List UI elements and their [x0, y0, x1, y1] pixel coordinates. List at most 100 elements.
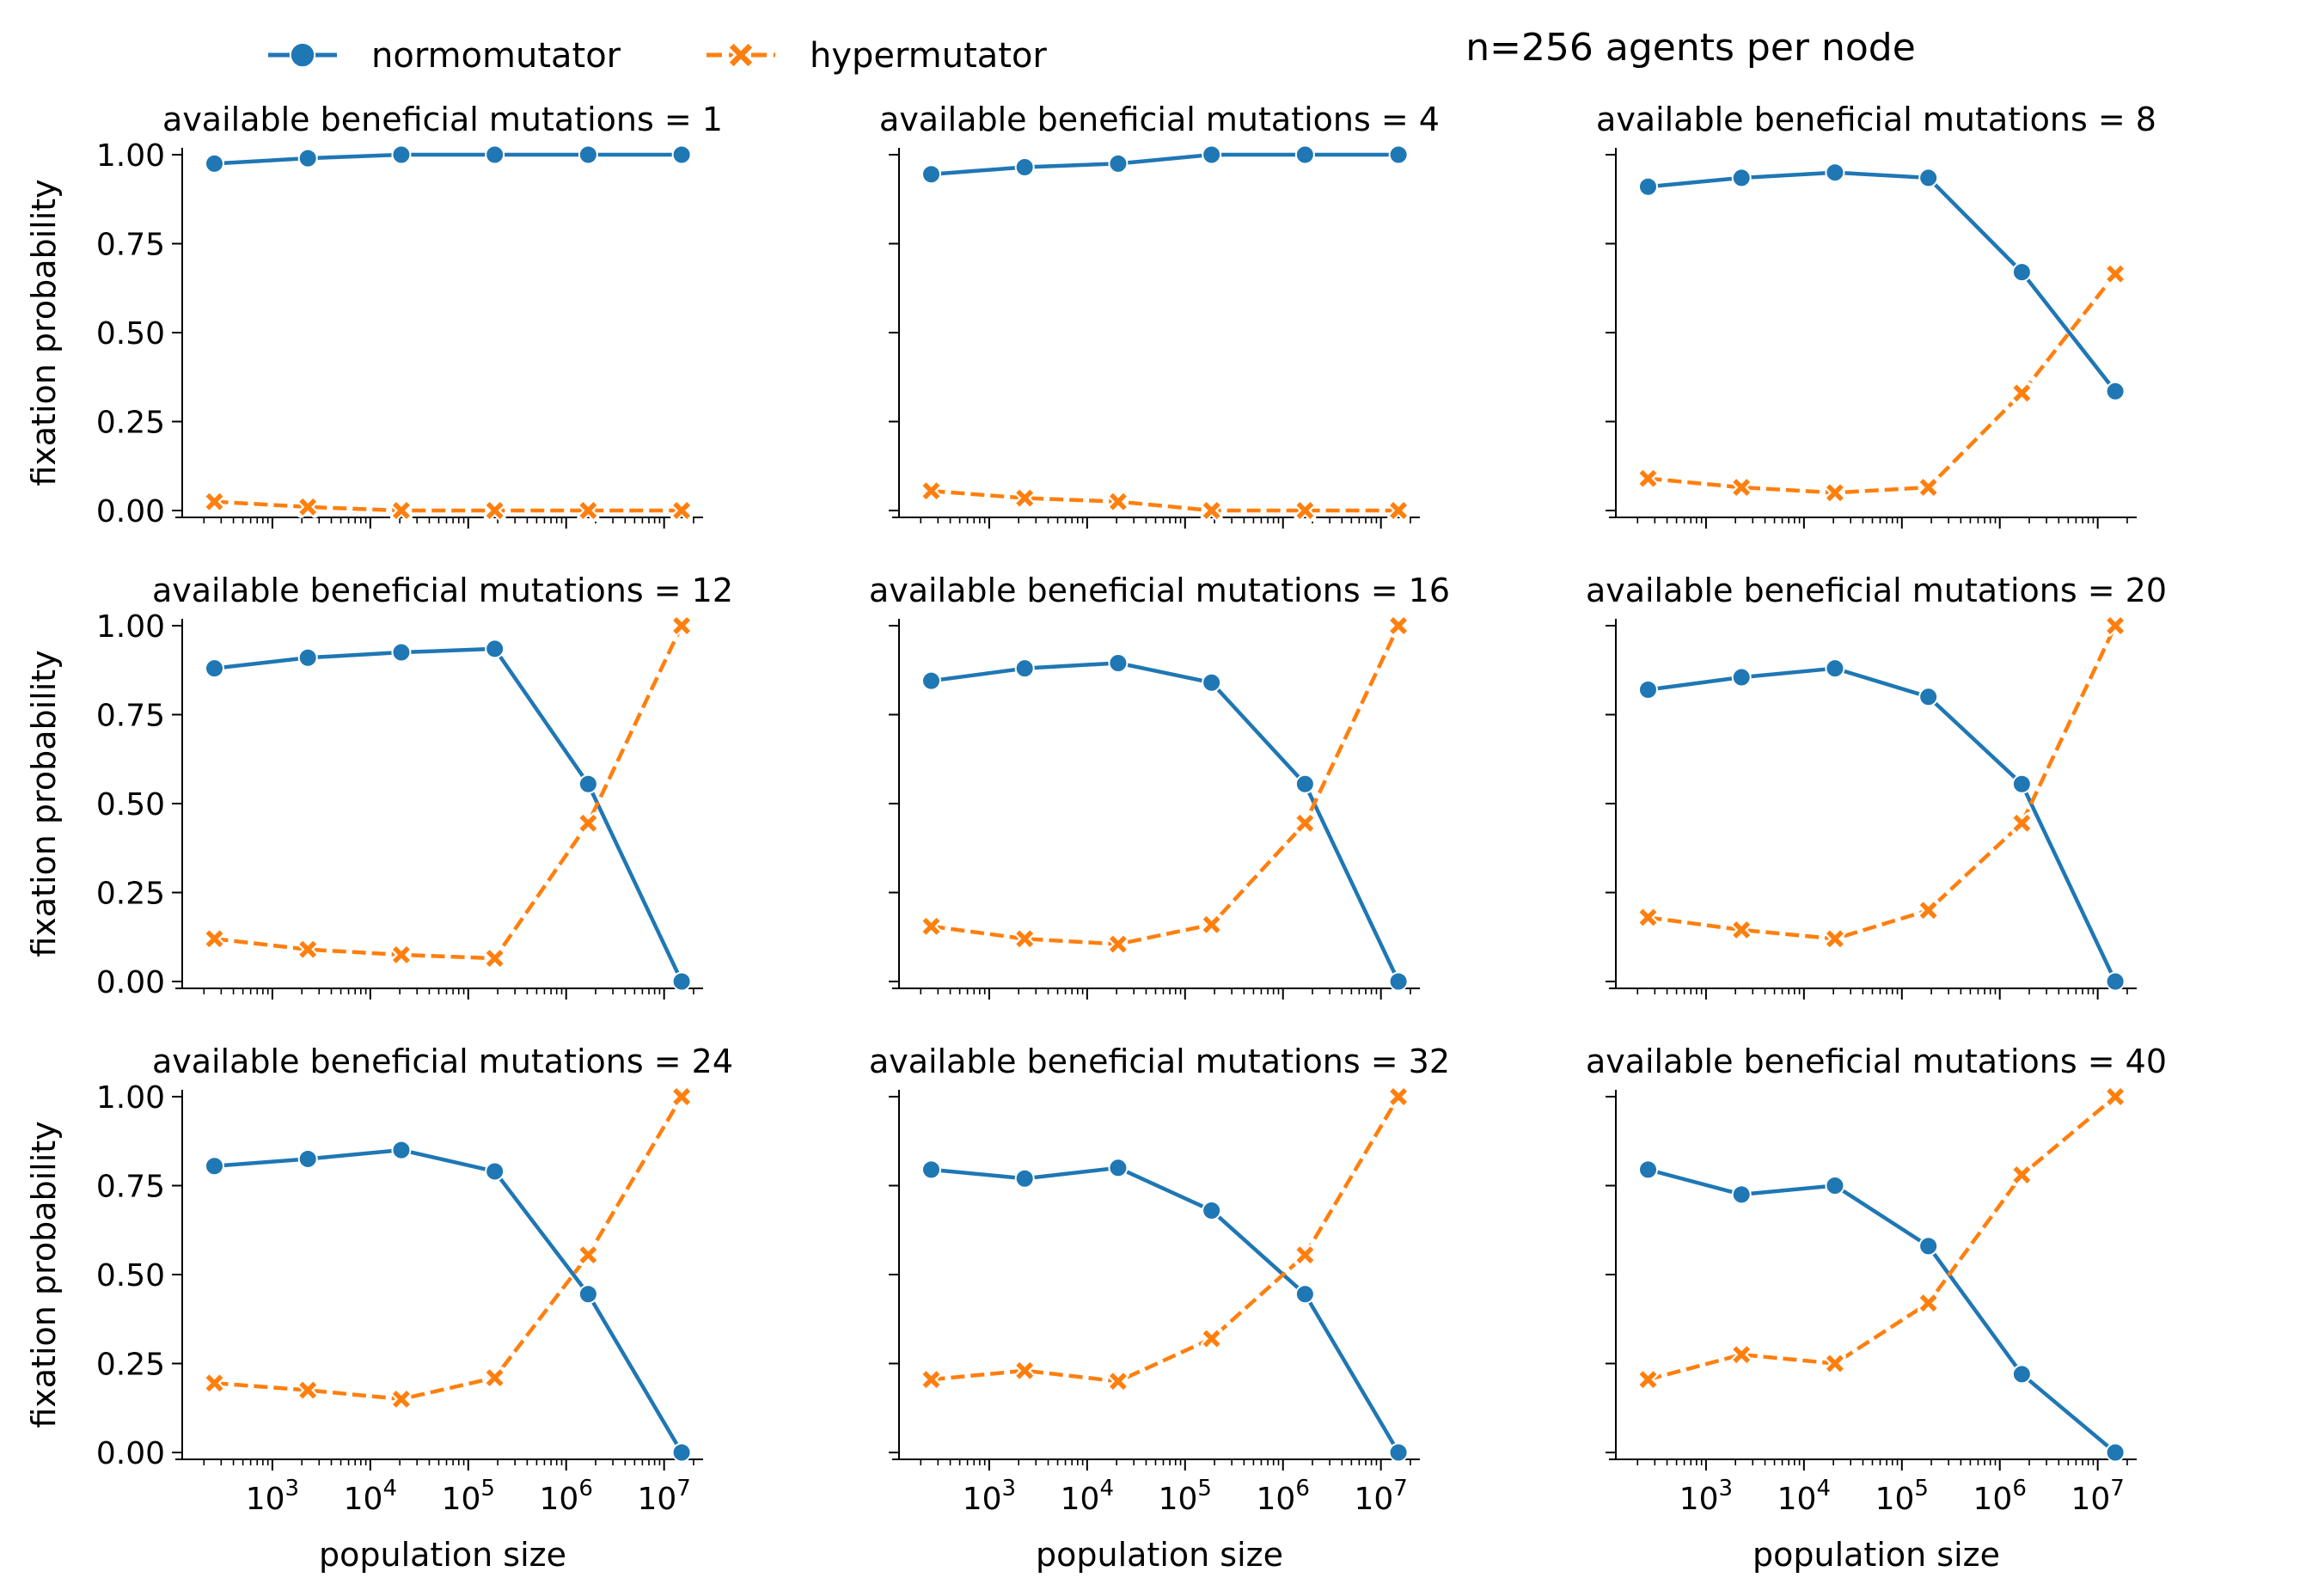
legend-marker [289, 41, 316, 69]
figure-title: n=256 agents per node [1465, 26, 1916, 70]
data-point-hypermutator [1919, 902, 1937, 920]
data-point-normomutator [671, 144, 692, 165]
chart-panel-1: available beneficial mutations = 1 0.00 0.… [25, 101, 723, 529]
series-line-normomutator [931, 152, 1399, 177]
data-point-normomutator [578, 144, 598, 165]
data-point-hypermutator [486, 1369, 504, 1387]
x-tick-label: 104 [344, 1476, 397, 1517]
data-point-hypermutator [1109, 935, 1127, 953]
chart-panel-5: available beneficial mutations = 16 [869, 572, 1450, 1000]
series-line-hypermutator [931, 488, 1399, 513]
legend: normomutator hypermutator [268, 36, 1047, 76]
series-normomutator [1637, 658, 2126, 992]
data-point-normomutator [204, 1156, 224, 1177]
x-tick-label: 103 [963, 1476, 1016, 1517]
data-point-hypermutator [1109, 492, 1127, 511]
data-point-normomutator [1388, 971, 1409, 992]
data-point-normomutator [485, 639, 505, 659]
y-tick-label: 0.25 [96, 406, 165, 441]
data-point-normomutator [1294, 774, 1315, 794]
data-point-normomutator [391, 144, 412, 165]
series-normomutator [921, 1158, 1409, 1463]
data-point-hypermutator [1109, 1373, 1127, 1391]
chart-panel-8: available beneficial mutations = 32 103 10… [869, 1043, 1450, 1574]
data-point-normomutator [1918, 1236, 1939, 1257]
data-point-normomutator [2105, 381, 2126, 401]
data-point-normomutator [1108, 153, 1129, 174]
series-line-hypermutator [1648, 272, 2117, 495]
series-hypermutator [920, 615, 1410, 956]
legend-label: normomutator [371, 36, 621, 76]
data-point-hypermutator [1826, 1354, 1844, 1373]
data-point-hypermutator [1639, 1371, 1657, 1389]
data-point-hypermutator [1016, 1361, 1034, 1379]
data-point-hypermutator [205, 1374, 223, 1392]
series-line-hypermutator [1648, 625, 2118, 941]
data-point-normomutator [578, 1284, 598, 1305]
data-point-hypermutator [579, 1246, 597, 1264]
x-axis-label: population size [1753, 1536, 2000, 1574]
data-point-hypermutator [2013, 384, 2031, 402]
panel-title: available beneficial mutations = 12 [152, 572, 733, 609]
legend-item-normomutator: normomutator [268, 36, 621, 76]
x-tick-label: 104 [1777, 1476, 1831, 1517]
chart-panel-2: available beneficial mutations = 4 [879, 101, 1440, 529]
series-line-hypermutator [931, 625, 1401, 946]
data-point-normomutator [391, 642, 412, 663]
series-normomutator [921, 652, 1409, 992]
series-line-hypermutator [931, 1095, 1401, 1384]
data-point-normomutator [2105, 971, 2126, 992]
chart-panel-7: available beneficial mutations = 24 0.00 0… [25, 1043, 733, 1574]
series-hypermutator [1636, 615, 2127, 951]
data-point-normomutator [1731, 1184, 1752, 1205]
y-tick-label: 0.50 [96, 316, 165, 352]
data-point-normomutator [1825, 162, 1845, 183]
panel-title: available beneficial mutations = 8 [1596, 101, 2156, 138]
x-axis-label: population size [319, 1536, 566, 1574]
data-point-hypermutator [299, 1381, 317, 1399]
data-point-hypermutator [1390, 617, 1408, 634]
data-point-hypermutator [1016, 930, 1034, 948]
data-point-normomutator [1014, 1168, 1035, 1189]
data-point-normomutator [2105, 1442, 2126, 1463]
data-point-normomutator [485, 144, 505, 165]
data-point-hypermutator [1733, 1346, 1751, 1364]
y-tick-label: 1.00 [96, 138, 165, 174]
data-point-normomutator [297, 148, 318, 168]
data-point-normomutator [1388, 144, 1409, 165]
data-point-hypermutator [1919, 479, 1937, 497]
series-line-normomutator [931, 661, 1401, 982]
data-point-hypermutator [673, 617, 691, 634]
data-point-hypermutator [205, 930, 223, 948]
y-tick-label: 0.75 [96, 1170, 165, 1205]
series-line-hypermutator [214, 499, 682, 513]
y-tick-label: 0.75 [96, 699, 165, 734]
chart-panel-3: available beneficial mutations = 8 [1596, 101, 2156, 529]
x-tick-label: 104 [1061, 1476, 1114, 1517]
data-point-normomutator [204, 153, 224, 174]
panel-title: available beneficial mutations = 24 [152, 1043, 733, 1080]
data-point-normomutator [1014, 658, 1035, 679]
data-point-hypermutator [486, 502, 504, 519]
data-point-normomutator [2011, 1364, 2032, 1385]
panel-title: available beneficial mutations = 1 [162, 101, 723, 138]
series-line-normomutator [1648, 170, 2117, 393]
data-point-hypermutator [205, 492, 223, 511]
panel-title: available beneficial mutations = 40 [1586, 1043, 2167, 1080]
data-point-hypermutator [2107, 265, 2125, 283]
data-point-normomutator [1202, 672, 1222, 693]
data-point-normomutator [921, 670, 941, 691]
data-point-normomutator [1637, 176, 1658, 197]
data-point-normomutator [1294, 144, 1315, 165]
data-point-normomutator [2011, 774, 2032, 794]
x-tick-label: 106 [1973, 1476, 2027, 1517]
series-hypermutator [203, 1085, 694, 1410]
x-tick-label: 105 [442, 1476, 495, 1517]
data-point-hypermutator [392, 946, 410, 963]
data-point-hypermutator [299, 498, 317, 516]
data-point-hypermutator [673, 502, 691, 519]
y-tick-label: 0.00 [96, 1436, 165, 1471]
x-tick-label: 103 [1679, 1476, 1733, 1517]
data-point-normomutator [1731, 667, 1752, 688]
x-tick-label: 106 [540, 1476, 593, 1517]
